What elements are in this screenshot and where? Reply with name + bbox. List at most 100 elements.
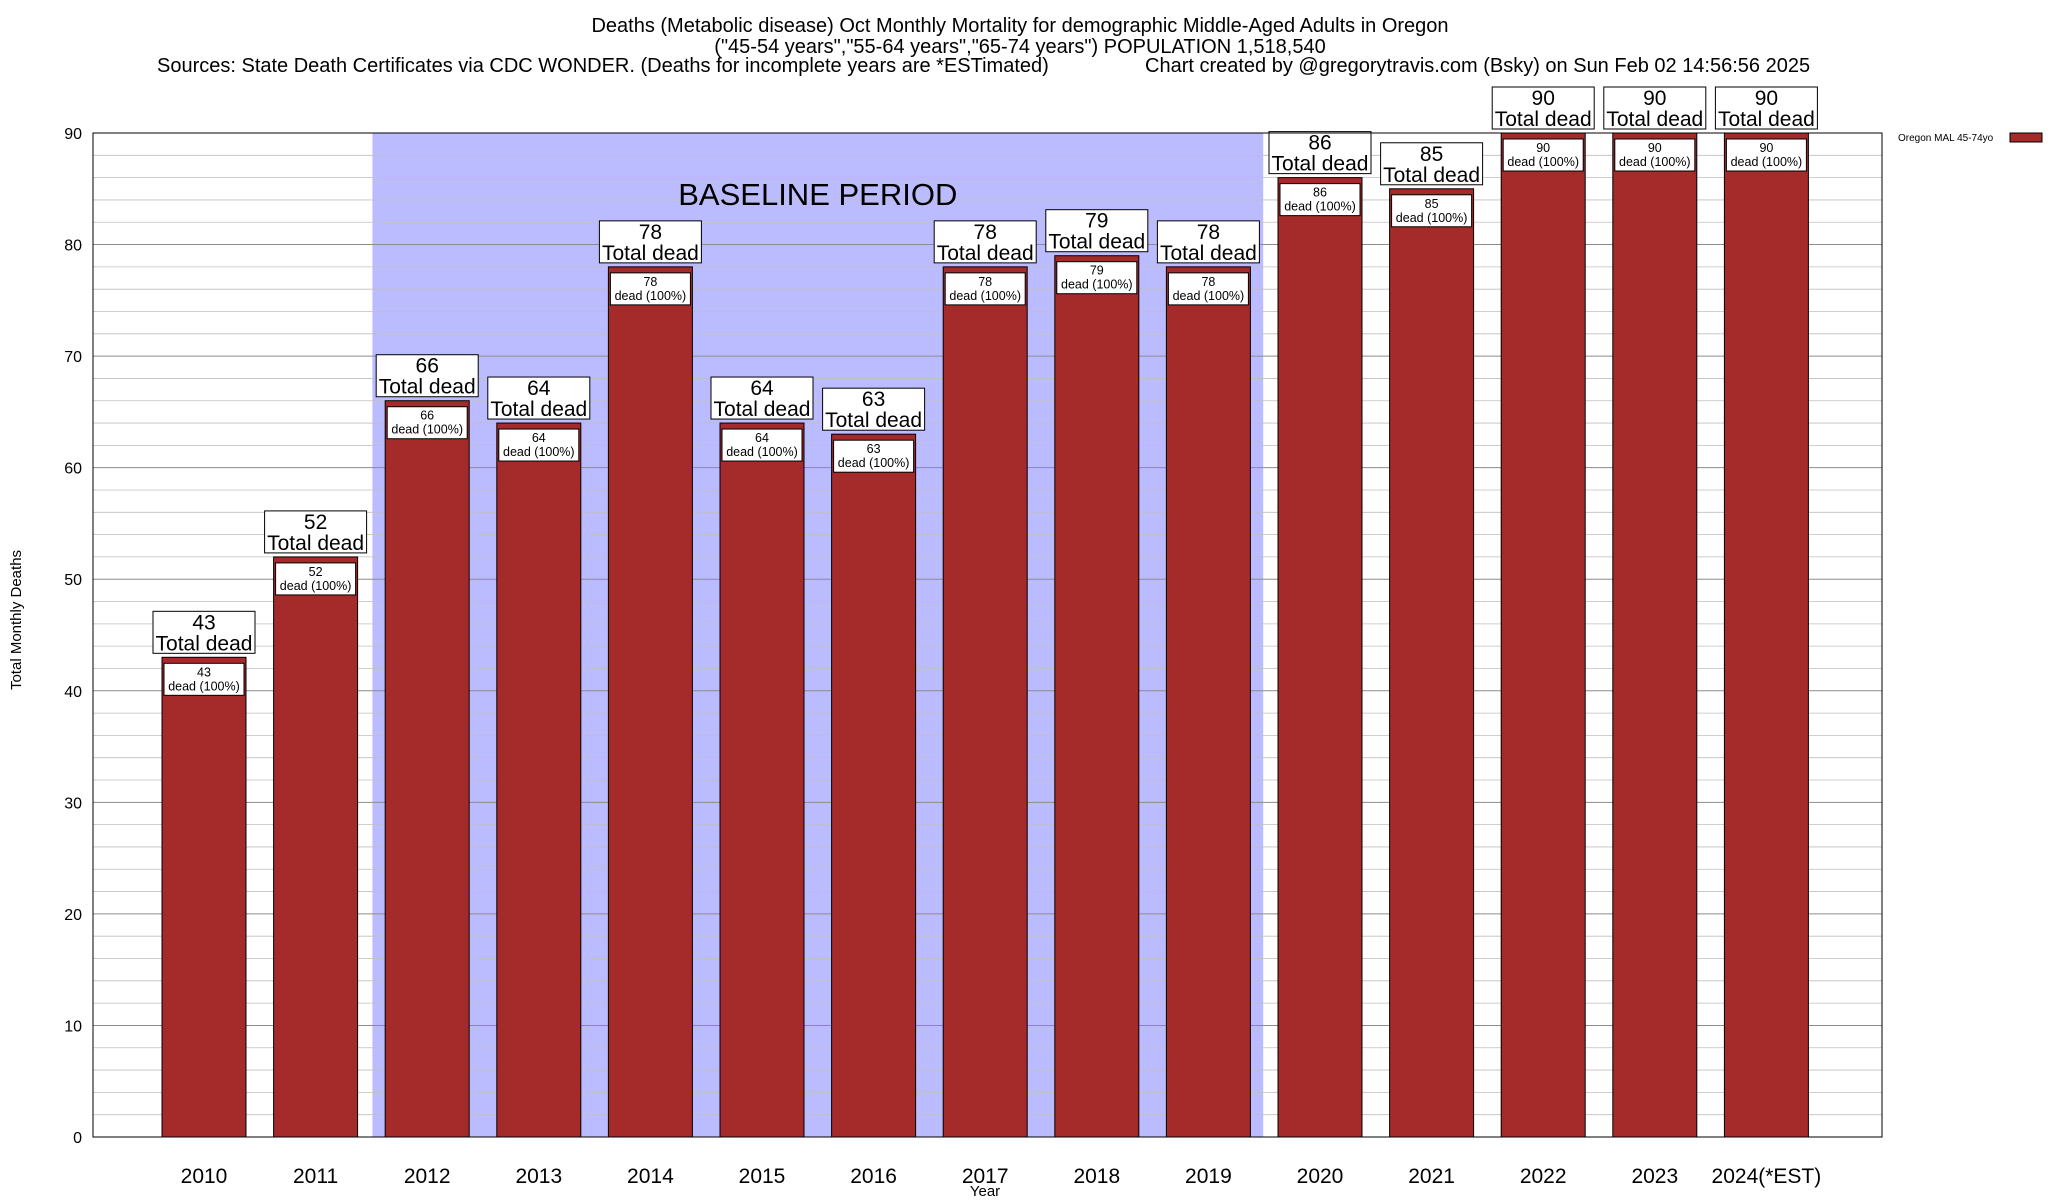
total-value-label: 85 — [1420, 143, 1443, 166]
inner-label-box — [1502, 138, 1584, 172]
inner-value-label: 86 — [1313, 186, 1327, 200]
inner-label-box — [1614, 138, 1696, 172]
total-text-label: Total dead — [1606, 108, 1703, 131]
bar — [1165, 266, 1251, 1138]
inner-value-label: 52 — [309, 565, 323, 579]
inner-label-box — [163, 662, 245, 696]
total-label-box — [1045, 209, 1149, 253]
x-tick-label: 2021 — [1408, 1165, 1455, 1188]
total-value-label: 78 — [974, 221, 997, 244]
inner-value-label: 90 — [1759, 141, 1773, 155]
inner-percent-label: dead (100%) — [1619, 155, 1691, 169]
inner-percent-label: dead (100%) — [1507, 155, 1579, 169]
inner-label-box — [1725, 138, 1807, 172]
total-text-label: Total dead — [714, 398, 811, 421]
inner-value-label: 66 — [420, 409, 434, 423]
total-value-label: 86 — [1308, 132, 1331, 155]
total-text-label: Total dead — [379, 376, 476, 399]
inner-label-box — [609, 272, 691, 306]
total-value-label: 66 — [416, 355, 439, 378]
total-label-box — [598, 220, 702, 264]
inner-label-box — [386, 406, 468, 440]
y-tick-label: 0 — [73, 1130, 82, 1147]
inner-value-label: 64 — [755, 431, 769, 445]
x-tick-label: 2012 — [404, 1165, 451, 1188]
total-label-box — [710, 376, 814, 420]
legend-label: Oregon MAL 45-74yo — [1898, 133, 1994, 144]
inner-percent-label: dead (100%) — [391, 423, 463, 437]
total-text-label: Total dead — [1718, 108, 1815, 131]
y-tick-label: 80 — [64, 238, 82, 255]
inner-value-label: 78 — [978, 275, 992, 289]
bar — [273, 556, 359, 1138]
total-label-box — [487, 376, 591, 420]
x-tick-label: 2016 — [850, 1165, 897, 1188]
bar — [1612, 132, 1698, 1138]
y-tick-label: 30 — [64, 795, 82, 812]
inner-value-label: 63 — [867, 442, 881, 456]
total-label-box — [375, 354, 479, 398]
inner-label-box — [944, 272, 1026, 306]
inner-label-box — [1167, 272, 1249, 306]
total-text-label: Total dead — [156, 632, 253, 655]
total-value-label: 43 — [192, 611, 215, 634]
inner-percent-label: dead (100%) — [838, 456, 910, 470]
total-value-label: 64 — [750, 377, 774, 400]
inner-label-box — [275, 562, 357, 596]
x-tick-label: 2020 — [1297, 1165, 1344, 1188]
bar — [942, 266, 1028, 1138]
total-text-label: Total dead — [1160, 242, 1257, 265]
y-tick-label: 50 — [64, 572, 82, 589]
total-text-label: Total dead — [1383, 164, 1480, 187]
total-value-label: 52 — [304, 511, 327, 534]
inner-label-box — [1391, 194, 1473, 228]
inner-percent-label: dead (100%) — [615, 289, 687, 303]
total-label-box — [1714, 86, 1818, 130]
bar — [384, 400, 470, 1138]
total-value-label: 79 — [1085, 210, 1108, 233]
x-axis-ticks: 2010 2011 2012 2013 2014 2015 2016 2017 2018 2019… — [181, 1165, 1822, 1188]
total-value-label: 78 — [639, 221, 662, 244]
x-axis-label: Year — [970, 1183, 1000, 1200]
plot-frame — [92, 132, 1883, 1138]
inner-percent-label: dead (100%) — [503, 445, 575, 459]
bar — [496, 422, 582, 1138]
inner-value-label: 90 — [1536, 141, 1550, 155]
y-tick-label: 60 — [64, 461, 82, 478]
total-text-label: Total dead — [1495, 108, 1592, 131]
bar — [1723, 132, 1809, 1138]
inner-percent-label: dead (100%) — [949, 289, 1021, 303]
inner-label-box — [1056, 261, 1138, 295]
legend-swatch — [2009, 132, 2043, 143]
x-tick-label: 2014 — [627, 1165, 674, 1188]
bar — [1500, 132, 1586, 1138]
baseline-period-label: BASELINE PERIOD — [678, 177, 957, 212]
x-tick-label: 2024(*EST) — [1712, 1165, 1822, 1188]
chart-subtitle: ("45-54 years","55-64 years","65-74 year… — [714, 36, 1325, 58]
y-tick-label: 70 — [64, 349, 82, 366]
total-text-label: Total dead — [490, 398, 587, 421]
total-text-label: Total dead — [602, 242, 699, 265]
total-label-box — [1380, 142, 1484, 186]
y-tick-label: 90 — [64, 126, 82, 143]
total-text-label: Total dead — [1048, 231, 1145, 254]
total-value-label: 90 — [1532, 87, 1555, 110]
total-label-box — [1268, 131, 1372, 175]
inner-value-label: 78 — [1201, 275, 1215, 289]
bar — [1277, 177, 1363, 1138]
y-axis-label: Total Monthly Deaths — [8, 550, 25, 690]
chart-title: Deaths (Metabolic disease) Oct Monthly M… — [591, 15, 1448, 37]
inner-percent-label: dead (100%) — [168, 679, 240, 693]
inner-label-box — [498, 428, 580, 462]
total-text-label: Total dead — [937, 242, 1034, 265]
total-text-label: Total dead — [825, 409, 922, 432]
inner-value-label: 90 — [1648, 141, 1662, 155]
x-tick-label: 2013 — [515, 1165, 562, 1188]
bar — [719, 422, 805, 1138]
inner-value-label: 85 — [1425, 197, 1439, 211]
y-tick-label: 20 — [64, 907, 82, 924]
inner-value-label: 79 — [1090, 264, 1104, 278]
inner-value-label: 78 — [643, 275, 657, 289]
